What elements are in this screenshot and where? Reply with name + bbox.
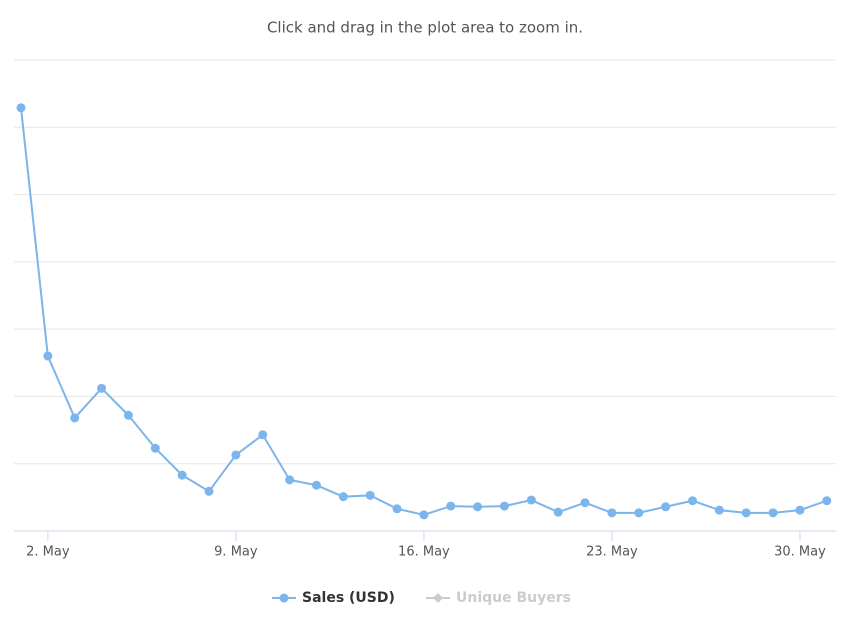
point	[473, 502, 483, 512]
point	[392, 504, 402, 514]
point	[70, 413, 80, 423]
point	[258, 430, 268, 440]
point	[43, 351, 53, 361]
x-tick-label: 16. May	[398, 545, 450, 560]
point	[661, 502, 671, 512]
point	[580, 498, 590, 508]
point	[16, 103, 26, 113]
point	[365, 490, 375, 500]
legend-label: Unique Buyers	[456, 590, 571, 606]
point	[768, 508, 778, 518]
point	[607, 508, 617, 518]
point	[822, 496, 832, 506]
point	[338, 492, 348, 502]
series-line	[20, 107, 828, 516]
x-tick-label: 9. May	[214, 545, 258, 560]
point	[204, 486, 214, 496]
x-tick-label: 2. May	[26, 545, 70, 560]
chart-subtitle: Click and drag in the plot area to zoom …	[267, 19, 583, 37]
x-tick-label: 30. May	[774, 545, 826, 560]
point	[150, 443, 160, 453]
point	[419, 510, 429, 520]
point	[177, 470, 187, 480]
legend-symbol	[279, 593, 289, 603]
point	[741, 508, 751, 518]
point	[714, 505, 724, 515]
point	[634, 508, 644, 518]
point	[123, 410, 133, 420]
point	[795, 505, 805, 515]
point	[688, 496, 697, 506]
point	[553, 507, 563, 517]
point	[231, 450, 241, 460]
point	[499, 501, 509, 511]
point	[97, 383, 107, 393]
legend-item: Sales (USD)	[272, 590, 395, 606]
x-tick-label: 23. May	[586, 545, 638, 560]
legend-label: Sales (USD)	[302, 590, 395, 606]
point	[446, 501, 456, 511]
point	[311, 480, 321, 490]
point	[285, 475, 295, 485]
legend-item: Unique Buyers	[426, 590, 571, 606]
point	[526, 495, 536, 505]
legend-symbol	[433, 593, 443, 603]
